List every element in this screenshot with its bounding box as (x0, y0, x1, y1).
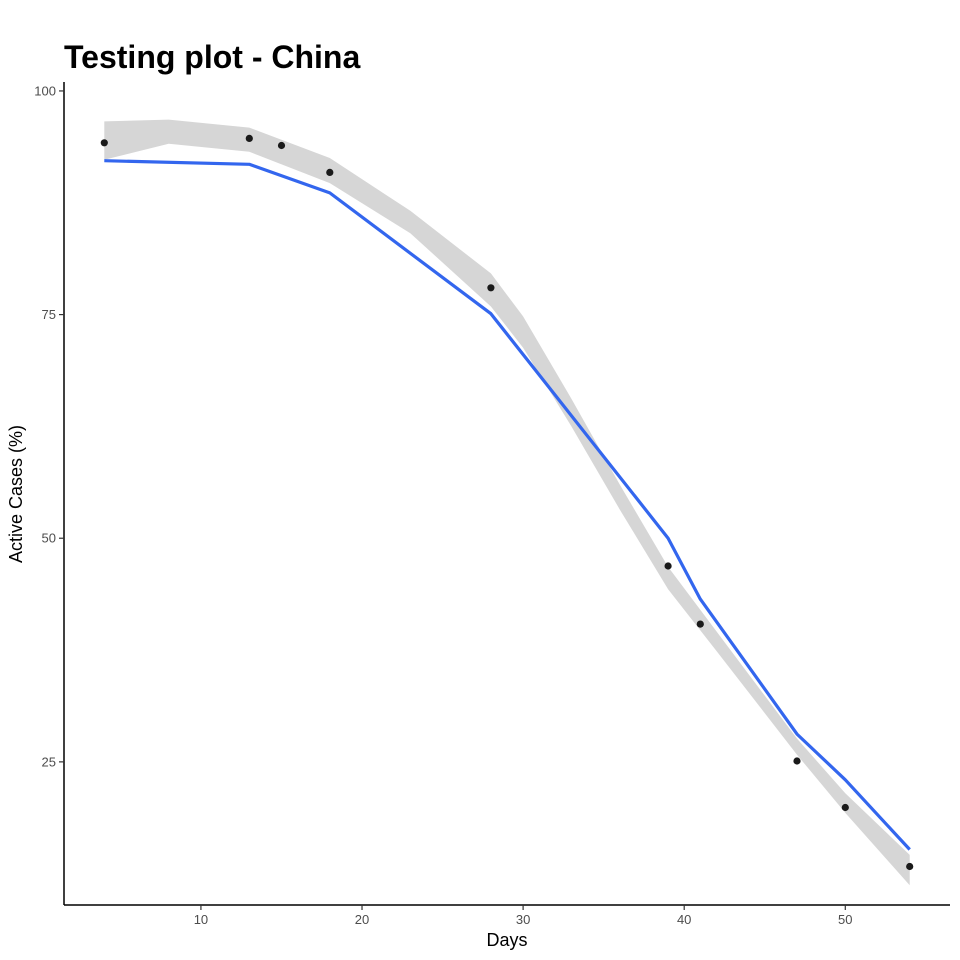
x-tick-label: 20 (355, 912, 369, 927)
data-point (487, 284, 495, 292)
x-axis-label: Days (486, 930, 527, 950)
fit-line-layer (104, 159, 911, 851)
x-tick-label: 40 (677, 912, 691, 927)
y-tick-label: 25 (42, 754, 56, 769)
y-tick-label: 100 (34, 83, 56, 98)
confidence-band (104, 119, 910, 886)
y-tick-label: 50 (42, 531, 56, 546)
data-point (841, 803, 849, 812)
x-tick-label: 10 (194, 912, 208, 927)
data-point (906, 862, 914, 871)
y-axis-ticks: 25 50 75 100 (34, 83, 64, 769)
data-point (326, 168, 334, 176)
data-point (793, 757, 801, 765)
data-point (696, 620, 704, 628)
data-point (277, 141, 286, 150)
x-tick-label: 50 (838, 912, 852, 927)
fit-line (104, 159, 911, 851)
y-axis-label: Active Cases (%) (6, 425, 26, 563)
confidence-band-layer (104, 119, 910, 886)
data-point (664, 562, 672, 570)
data-points-layer (100, 134, 914, 871)
data-point (245, 134, 253, 142)
y-tick-label: 75 (42, 307, 56, 322)
x-axis-ticks: 10 20 30 40 50 (194, 905, 853, 927)
data-point (100, 139, 108, 147)
x-tick-label: 30 (516, 912, 530, 927)
chart-title: Testing plot - China (64, 39, 360, 75)
